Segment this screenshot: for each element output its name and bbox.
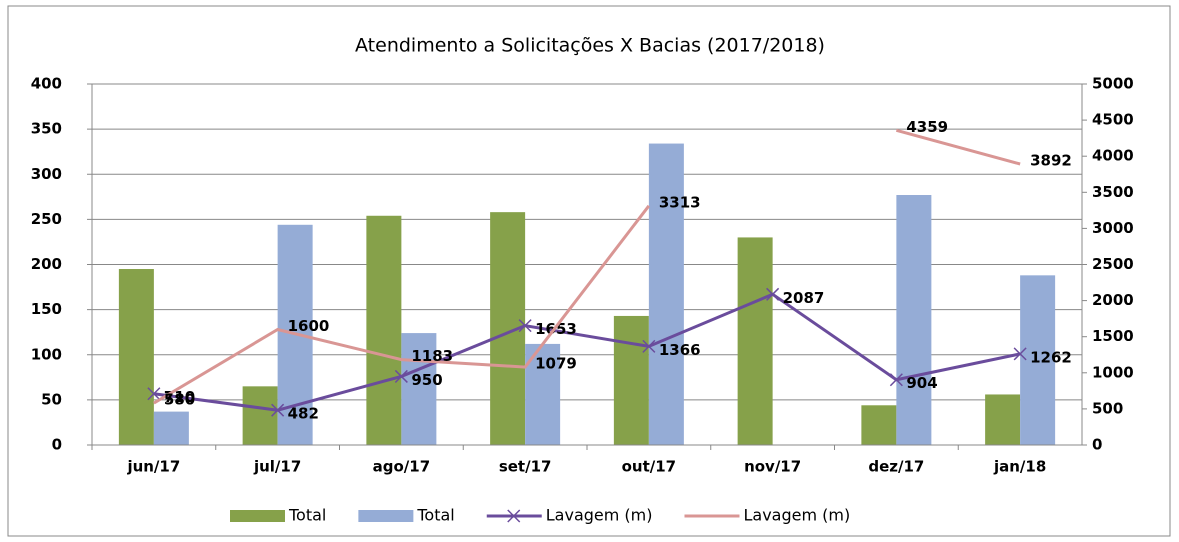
bar: [366, 215, 402, 445]
legend-label: Lavagem (m): [546, 506, 653, 525]
data-label: 1262: [1030, 348, 1072, 366]
marker: [518, 319, 532, 333]
data-label: 482: [288, 405, 319, 423]
x-tick-label: jan/18: [993, 458, 1046, 476]
y-tick-label: 300: [31, 165, 62, 183]
y-tick-label: 200: [31, 255, 62, 273]
bar: [401, 333, 437, 445]
y2-tick-label: 4000: [1092, 147, 1134, 165]
x-tick-label: dez/17: [868, 458, 924, 476]
data-label: 950: [411, 371, 442, 389]
x-tick-label: jul/17: [253, 458, 301, 476]
legend-swatch: [358, 510, 414, 522]
y2-tick-label: 500: [1092, 399, 1123, 417]
y-tick-label: 150: [31, 300, 62, 318]
data-label: 1366: [659, 341, 701, 359]
data-label: 3313: [659, 193, 701, 211]
marker: [1013, 347, 1027, 361]
marker: [394, 369, 408, 383]
y2-tick-label: 3500: [1092, 183, 1134, 201]
marker: [766, 287, 780, 301]
legend-marker: [507, 509, 521, 523]
x-tick-label: jun/17: [126, 458, 180, 476]
legend-swatch: [230, 510, 285, 522]
x-tick-label: out/17: [622, 458, 677, 476]
y2-tick-label: 0: [1092, 436, 1102, 454]
chart-title: Atendimento a Solicitações X Bacias (201…: [355, 35, 825, 57]
y-tick-label: 350: [31, 120, 62, 138]
legend-label: Lavagem (m): [743, 506, 850, 525]
bar: [118, 269, 154, 445]
bar: [737, 237, 773, 445]
data-label: 4359: [906, 118, 948, 136]
y-tick-label: 0: [52, 436, 62, 454]
y-tick-label: 400: [31, 75, 62, 93]
x-tick-label: nov/17: [744, 458, 801, 476]
bar: [613, 315, 649, 445]
marker: [271, 403, 285, 417]
y-tick-label: 250: [31, 210, 62, 228]
data-label: 1079: [535, 355, 577, 373]
data-label: 2087: [783, 289, 825, 307]
y2-tick-label: 5000: [1092, 75, 1134, 93]
data-label: 1600: [288, 317, 330, 335]
marker: [889, 373, 903, 387]
y2-tick-label: 2000: [1092, 291, 1134, 309]
line: [153, 128, 1021, 405]
bar: [648, 143, 684, 445]
y2-tick-label: 2500: [1092, 255, 1134, 273]
line: [153, 292, 1021, 412]
y2-tick-label: 1000: [1092, 363, 1134, 381]
y2-tick-label: 3000: [1092, 219, 1134, 237]
data-label: 904: [906, 374, 937, 392]
marker: [642, 339, 656, 353]
y-tick-label: 100: [31, 345, 62, 363]
data-label: 580: [164, 391, 195, 409]
data-label: 3892: [1030, 151, 1072, 169]
legend-label: Total: [416, 506, 454, 525]
bar: [896, 195, 932, 445]
data-label: 1183: [411, 347, 453, 365]
marker: [147, 387, 161, 401]
y2-tick-label: 4500: [1092, 111, 1134, 129]
x-tick-label: ago/17: [373, 458, 431, 476]
chart-border: [7, 5, 1171, 537]
bar: [153, 411, 189, 445]
bar: [861, 405, 897, 445]
y-tick-label: 50: [41, 390, 62, 408]
bar: [985, 394, 1021, 445]
y2-tick-label: 1500: [1092, 327, 1134, 345]
bar: [1020, 275, 1056, 445]
x-tick-label: set/17: [499, 458, 552, 476]
legend-label: Total: [288, 506, 326, 525]
